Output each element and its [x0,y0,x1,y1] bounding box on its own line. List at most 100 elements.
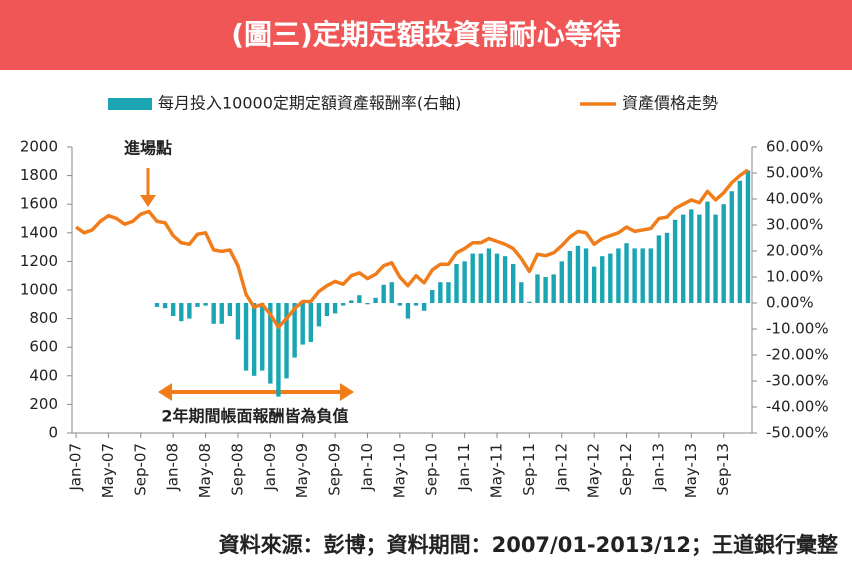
bar [632,248,637,303]
bar [430,290,435,303]
bar [737,180,743,303]
bar [292,303,297,358]
x-tick-label: May-12 [585,443,603,498]
bar [211,303,216,324]
bar [462,261,467,303]
bar [154,303,160,307]
x-tick-label: Sep-11 [520,443,538,496]
bar [381,284,386,303]
range-arrow [158,383,354,401]
bar [745,170,751,303]
x-tick-label: Sep-07 [131,443,149,496]
price-line [75,168,749,329]
y2-tick-label: -10.00% [766,320,829,338]
bar [527,301,532,303]
bar [373,297,378,303]
bar [551,274,556,303]
bar [608,253,613,303]
bar [624,243,629,303]
x-tick-label: Sep-12 [617,443,635,496]
x-tick-label: Jan-13 [649,443,667,492]
bar [421,303,427,311]
y2-tick-label: 60.00% [766,138,823,156]
x-tick-label: Jan-08 [164,443,182,492]
bar [486,248,492,303]
header-band [0,0,852,70]
y2-tick-label: 50.00% [766,164,823,182]
bar [567,251,573,303]
bar [543,277,548,303]
y2-tick-label: -40.00% [766,398,829,416]
x-tick-label: Jan-12 [552,443,570,492]
x-tick-label: Sep-08 [228,443,246,496]
y2-tick-label: 30.00% [766,216,823,234]
y2-tick-label: 0.00% [766,294,814,312]
bar [535,274,540,303]
y-tick-label: 1200 [20,252,58,270]
y2-tick-label: -50.00% [766,424,829,442]
y-tick-label: 2000 [20,138,58,156]
bar [413,303,419,306]
bar [276,303,281,397]
bar [697,214,702,303]
bar [583,248,589,303]
y-tick-label: 1800 [20,166,58,184]
y-tick-label: 1000 [20,281,58,299]
bar [648,248,654,303]
legend-label: 每月投入10000定期定額資產報酬率(右軸) [158,94,461,113]
bar [672,219,678,303]
bar [170,303,176,316]
x-tick-label: May-13 [682,443,700,498]
bar [729,191,734,303]
bar [389,282,394,303]
y2-tick-label: -30.00% [766,372,829,390]
bar [243,303,249,371]
x-tick-label: Jan-10 [358,443,376,492]
bar [470,253,475,303]
bar [446,282,451,303]
bar [284,303,289,379]
bar [494,253,500,303]
entry-arrow [140,168,156,207]
y-tick-label: 600 [29,338,58,356]
legend-swatch [108,98,152,110]
bar [195,303,200,307]
bar [397,303,403,306]
bar [227,303,233,316]
chart-title: (圖三)定期定額投資需耐心等待 [231,18,621,51]
x-tick-label: Sep-10 [423,443,441,496]
legend-label: 資產價格走勢 [622,94,718,113]
bar [357,295,362,303]
y-tick-label: 200 [29,395,58,413]
bar [600,256,605,303]
bar [179,303,184,322]
bar [713,214,718,303]
bar [680,214,686,303]
x-tick-label: May-10 [390,443,408,498]
y-tick-label: 1600 [20,195,58,213]
y2-tick-label: -20.00% [766,346,829,364]
bar [705,201,710,303]
bar [268,303,273,384]
y-tick-label: 400 [29,366,58,384]
bar [502,256,508,303]
bar [510,264,516,303]
x-tick-label: May-07 [99,443,117,498]
bar [203,303,208,306]
x-tick-label: Sep-13 [714,443,732,496]
bar [519,282,524,303]
bar [316,303,322,327]
bar [591,266,597,303]
bar [478,253,484,303]
bar [365,303,370,305]
bar [324,303,330,316]
bar [332,303,338,314]
y-tick-label: 0 [48,424,58,442]
bar [349,300,354,303]
bar [300,303,305,345]
bar [559,261,564,303]
bar [689,209,694,303]
y2-tick-label: 10.00% [766,268,823,286]
y2-tick-label: 20.00% [766,242,823,260]
x-tick-label: May-08 [196,443,214,498]
